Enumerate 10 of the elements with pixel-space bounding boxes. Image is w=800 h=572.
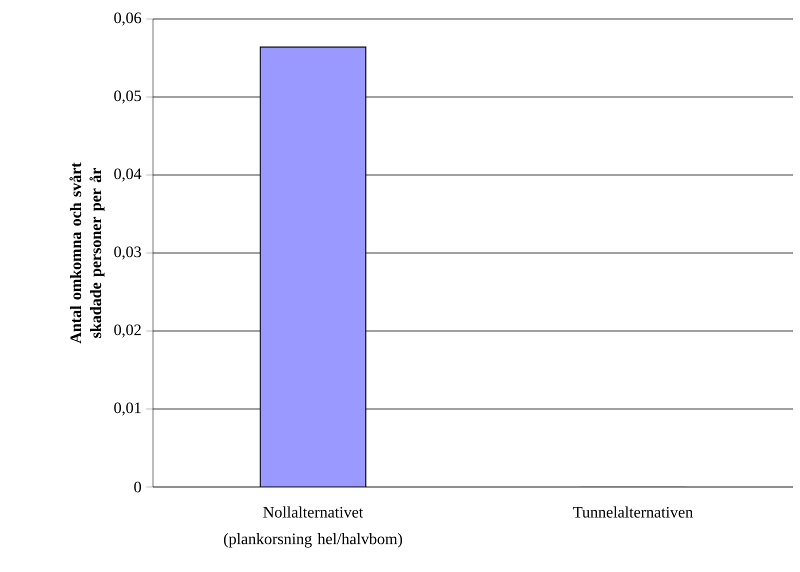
y-tick-label: 0,05 (114, 90, 142, 104)
y-axis-title: Antal omkomna och svårt skadade personer per år (69, 162, 104, 344)
y-tick-label: 0,01 (114, 402, 141, 416)
x-tick-label: Nollalternativet (plankorsning hel/halvbom) (224, 506, 402, 548)
y-tick-label: 0,03 (114, 246, 142, 260)
y-tick-label: 0 (134, 482, 142, 492)
x-tick-label: Tunnelalternativen (573, 506, 693, 518)
y-tick-label: 0,02 (114, 324, 141, 338)
y-tick-label: 0,06 (114, 12, 142, 26)
y-tick-label: 0,04 (114, 168, 142, 182)
